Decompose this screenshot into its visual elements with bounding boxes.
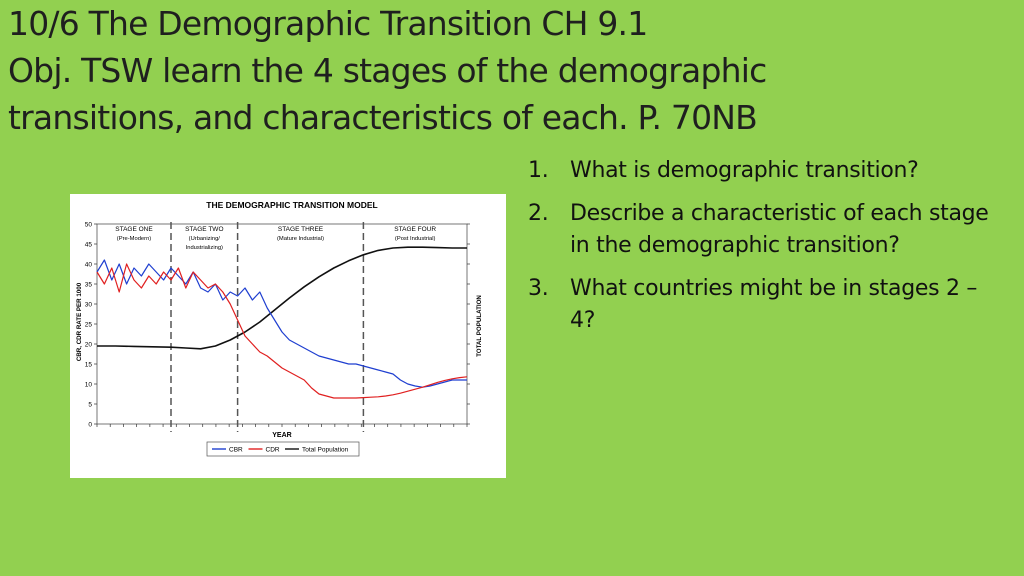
y-tick-label: 50	[85, 221, 93, 228]
y-axis-label: CBR, CDR RATE PER 1000	[76, 282, 83, 361]
stage-name: STAGE TWO	[185, 226, 223, 233]
question-text: What is demographic transition?	[570, 158, 919, 183]
y-tick-label: 20	[85, 341, 93, 348]
question-number: 1.	[528, 158, 549, 183]
question-list: 1. What is demographic transition? 2. De…	[528, 155, 998, 348]
series-line-total-population	[97, 246, 467, 350]
slide-title: 10/6 The Demographic Transition CH 9.1 O…	[8, 0, 1008, 141]
question-item: 1. What is demographic transition?	[528, 155, 998, 188]
y-tick-label: 30	[85, 301, 93, 308]
stage-subtitle: (Post Industrial)	[395, 236, 436, 242]
stage-name: STAGE FOUR	[394, 226, 436, 233]
chart-svg: THE DEMOGRAPHIC TRANSITION MODEL CBR, CD…	[76, 200, 483, 457]
y-tick-label: 45	[85, 241, 93, 248]
legend-label: CDR	[266, 447, 280, 454]
question-text: What countries might be in stages 2 – 4?	[570, 275, 978, 334]
series-line-cbr	[96, 259, 467, 388]
stage-subtitle: (Pre-Modern)	[117, 236, 152, 242]
question-number: 2.	[528, 200, 549, 226]
y2-axis-label: TOTAL POPULATION	[476, 295, 483, 357]
title-line-1: 10/6 The Demographic Transition CH 9.1	[8, 4, 648, 43]
stage-subtitle: (Mature Industrial)	[277, 236, 324, 242]
x-axis-label: YEAR	[272, 432, 291, 439]
legend-box	[206, 441, 360, 457]
y-tick-label: 0	[88, 421, 92, 428]
y-tick-label: 40	[85, 261, 93, 268]
title-line-2: Obj. TSW learn the 4 stages of the demog…	[8, 51, 767, 90]
series-line-cdr	[96, 263, 468, 399]
plot-frame	[96, 223, 468, 425]
stage-subtitle: Industrializing)	[186, 245, 223, 251]
y-tick-label: 35	[85, 281, 93, 288]
chart-title: THE DEMOGRAPHIC TRANSITION MODEL	[206, 200, 377, 210]
y-tick-label: 10	[85, 381, 93, 388]
y-tick-label: 5	[88, 401, 92, 408]
question-number: 3.	[528, 275, 549, 301]
title-line-3: transitions, and characteristics of each…	[8, 98, 758, 137]
legend-label: CBR	[229, 447, 243, 454]
demographic-transition-chart: THE DEMOGRAPHIC TRANSITION MODEL CBR, CD…	[70, 194, 506, 478]
legend-label: Total Population	[302, 447, 349, 454]
y-tick-label: 15	[85, 361, 93, 368]
stage-subtitle: (Urbanizing/	[189, 236, 221, 242]
question-item: 3. What countries might be in stages 2 –…	[528, 273, 998, 338]
question-text: Describe a characteristic of each stage …	[570, 200, 989, 259]
stage-name: STAGE THREE	[278, 226, 324, 233]
stage-name: STAGE ONE	[115, 226, 153, 233]
question-item: 2. Describe a characteristic of each sta…	[528, 198, 998, 263]
y-tick-label: 25	[85, 321, 93, 328]
